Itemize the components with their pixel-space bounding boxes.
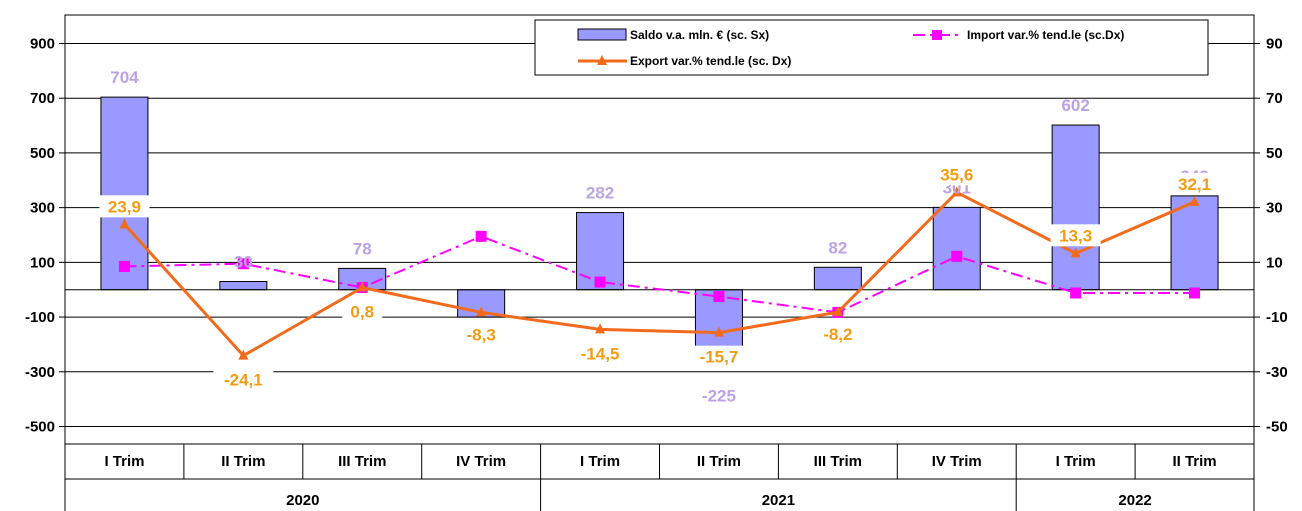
export-marker: [476, 306, 487, 317]
bar-saldo: [219, 281, 268, 291]
import-marker: [1189, 287, 1201, 299]
bar-saldo: [100, 96, 149, 291]
export-marker: [238, 349, 249, 360]
export-marker: [832, 306, 843, 317]
bar-value-label: 282: [586, 184, 614, 203]
export-label-bg: [213, 368, 274, 391]
export-label-bg: [812, 323, 863, 346]
y-right-tick-label: 50: [1266, 145, 1283, 162]
import-marker: [475, 230, 487, 242]
export-value-label: -8,3: [467, 325, 496, 344]
bar-value-label: 704: [110, 68, 139, 87]
export-marker: [357, 281, 368, 292]
bar-saldo: [932, 206, 981, 291]
x-category-label: III Trim: [338, 453, 386, 470]
export-value-label: -24,1: [224, 371, 263, 390]
y-right-tick-label: -30: [1266, 364, 1288, 381]
y-left-tick-label: 900: [30, 36, 55, 53]
bar-saldo: [1051, 124, 1100, 291]
import-marker: [237, 258, 249, 270]
bar-saldo: [813, 266, 862, 291]
export-marker: [713, 326, 724, 337]
bar-value-label: -225: [702, 386, 736, 405]
export-value-label: -8,2: [823, 325, 852, 344]
export-label-bg: [688, 345, 749, 368]
y-left-tick-label: 300: [30, 200, 55, 217]
export-value-label: 0,8: [350, 303, 374, 322]
export-label-bg: [931, 163, 982, 186]
y-right-tick-label: 90: [1266, 36, 1283, 53]
export-marker: [1070, 247, 1081, 258]
x-category-label: I Trim: [580, 453, 620, 470]
y-left-tick-label: 700: [30, 90, 55, 107]
y-left-tick-label: -300: [25, 364, 55, 381]
y-left-tick-label: 500: [30, 145, 55, 162]
x-category-label: I Trim: [1056, 453, 1096, 470]
y-right-tick-label: -50: [1266, 419, 1288, 436]
x-category-label: II Trim: [1172, 453, 1216, 470]
import-marker: [594, 276, 606, 288]
y-left-tick-label: -100: [25, 309, 55, 326]
export-value-label: 32,1: [1178, 175, 1211, 194]
bar-value-label: 30: [234, 253, 253, 272]
import-line: [124, 235, 1195, 314]
data-labels: 7043078282-2258230160234323,9-24,10,8-8,…: [99, 68, 1220, 405]
bar-value-label: 602: [1061, 96, 1089, 115]
legend-marker-export: [597, 55, 607, 65]
legend-swatch-saldo: [577, 28, 627, 41]
legend-marker-import: [932, 30, 942, 40]
x-category-label: I Trim: [104, 453, 144, 470]
legend[interactable]: Saldo v.a. mln. € (sc. Sx) Import var.% t…: [534, 19, 1209, 76]
export-value-label: -14,5: [581, 344, 620, 363]
legend-box: [534, 19, 1209, 76]
export-label-bg: [342, 300, 383, 323]
import-marker: [713, 291, 725, 303]
export-label-bg: [570, 342, 631, 365]
export-marker: [1189, 195, 1200, 206]
y-right-tick-label: 10: [1266, 254, 1283, 271]
lines: [118, 186, 1201, 360]
legend-label-export: Export var.% tend.le (sc. Dx): [630, 54, 791, 68]
export-label-bg: [1169, 172, 1220, 195]
y-right-tick-label: 70: [1266, 90, 1283, 107]
export-label-bg: [1050, 224, 1101, 247]
export-value-label: -15,7: [700, 348, 739, 367]
x-year-label: 2021: [762, 492, 795, 509]
export-value-label: 35,6: [940, 165, 973, 184]
axes: 900 90 700 70 500 50 300 30 100 10 -100 -10 -300 -30 -…: [25, 14, 1288, 511]
import-marker: [118, 260, 130, 272]
export-marker: [951, 186, 962, 197]
export-label-bg: [99, 195, 150, 218]
x-category-label: III Trim: [814, 453, 862, 470]
x-category-label: II Trim: [697, 453, 741, 470]
bar-value-label: 78: [353, 239, 372, 258]
export-marker: [595, 323, 606, 334]
y-right-tick-label: -10: [1266, 309, 1288, 326]
bar-value-label: 82: [828, 238, 847, 257]
x-category-label: IV Trim: [932, 453, 982, 470]
bars-saldo: [100, 96, 1219, 352]
export-value-label: 13,3: [1059, 226, 1092, 245]
export-label-bg: [456, 323, 507, 346]
y-right-tick-label: 30: [1266, 200, 1283, 217]
export-marker: [119, 218, 130, 229]
import-marker: [951, 250, 963, 262]
x-category-label: II Trim: [221, 453, 265, 470]
y-left-tick-label: -500: [25, 419, 55, 436]
import-marker: [1070, 287, 1082, 299]
x-year-label: 2022: [1118, 492, 1151, 509]
bar-saldo: [1170, 195, 1219, 291]
legend-label-import: Import var.% tend.le (sc.Dx): [967, 28, 1124, 42]
x-year-label: 2020: [286, 492, 319, 509]
x-category-label: IV Trim: [456, 453, 506, 470]
legend-label-saldo: Saldo v.a. mln. € (sc. Sx): [630, 28, 769, 42]
y-left-tick-label: 100: [30, 254, 55, 271]
export-value-label: 23,9: [108, 197, 141, 216]
export-line: [123, 190, 1196, 358]
